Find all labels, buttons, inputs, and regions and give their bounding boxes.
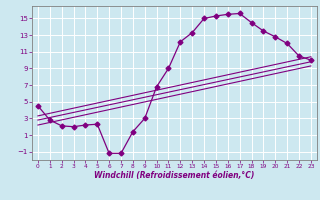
X-axis label: Windchill (Refroidissement éolien,°C): Windchill (Refroidissement éolien,°C) — [94, 171, 255, 180]
